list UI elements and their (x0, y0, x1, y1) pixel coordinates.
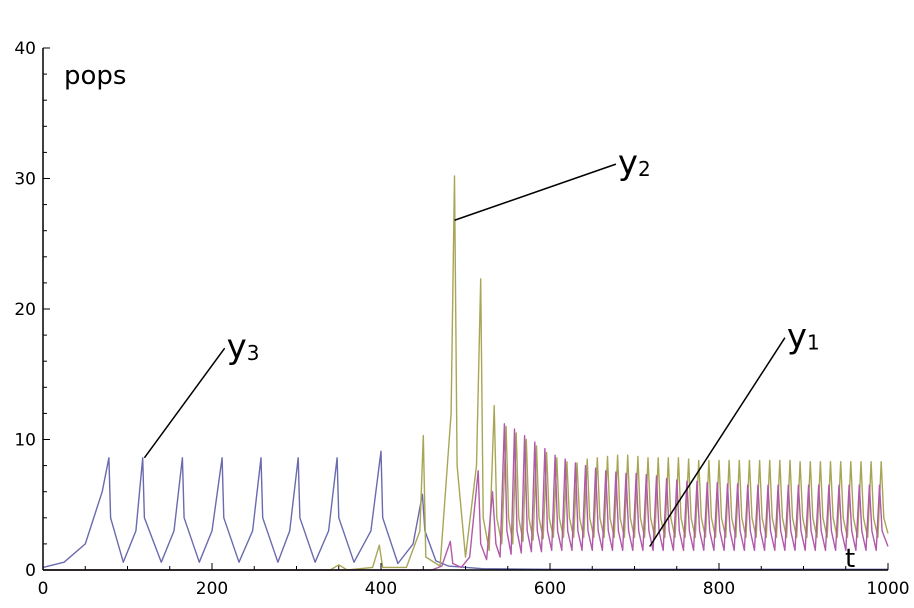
x-tick-label: 0 (38, 579, 49, 599)
series-label-y2: y2 (618, 143, 651, 183)
x-tick-label: 600 (534, 579, 566, 599)
series-layer (42, 175, 889, 571)
y-tick-label: 10 (14, 431, 36, 451)
annotation-line-y1 (649, 337, 786, 547)
series-line-y1 (43, 423, 889, 571)
series-line-y3 (42, 450, 888, 570)
y-tick-label: 40 (14, 39, 36, 59)
series-line-y2 (43, 175, 889, 571)
ticks-layer: 0 200 400 600 800 1000 0 10 20 30 40 (14, 39, 909, 599)
y-axis-title: pops (64, 61, 126, 91)
x-tick-label: 1000 (866, 579, 909, 599)
annotation-line-y3 (143, 347, 226, 459)
series-label-y1: y1 (787, 317, 820, 357)
series-label-y3: y3 (227, 327, 260, 367)
x-axis-title: t (845, 544, 855, 574)
series-label-subscript: 3 (247, 341, 260, 365)
y-tick-label: 30 (14, 170, 36, 190)
x-tick-label: 200 (196, 579, 228, 599)
y-tick-label: 20 (14, 300, 36, 320)
y-tick-label: 0 (25, 561, 36, 581)
series-label-subscript: 2 (638, 157, 651, 181)
annotation-line-y2 (454, 163, 617, 221)
x-tick-label: 400 (365, 579, 397, 599)
x-tick-label: 800 (703, 579, 735, 599)
series-label-subscript: 1 (807, 331, 820, 355)
